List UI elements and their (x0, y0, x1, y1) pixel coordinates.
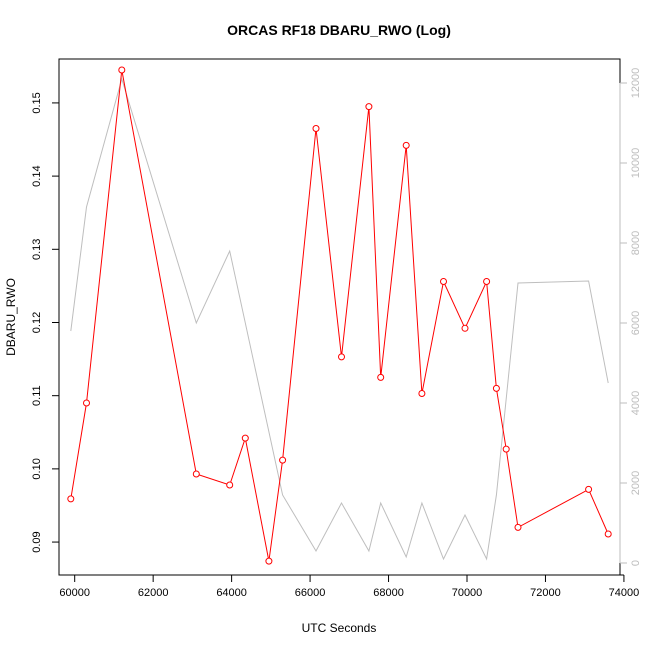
y-axis-left: 0.09 0.10 0.11 0.12 0.13 0.14 0.15 (31, 92, 59, 553)
y-tick-label: 0.14 (31, 165, 43, 186)
data-point (118, 66, 126, 74)
data-point (338, 353, 345, 361)
y2-tick-label: 6000 (630, 311, 642, 335)
y-axis-label: DBARU_RWO (4, 278, 18, 356)
data-point (241, 434, 249, 442)
data-point (377, 373, 385, 381)
data-point (514, 523, 522, 531)
x-tick-label: 68000 (373, 587, 404, 599)
y2-tick-label: 4000 (630, 391, 642, 415)
y-tick-label: 0.09 (31, 531, 43, 552)
y2-tick-label: 2000 (630, 471, 642, 495)
data-point (502, 445, 510, 453)
x-tick-label: 64000 (216, 587, 247, 599)
data-point (585, 485, 593, 493)
y-tick-label: 0.11 (31, 385, 43, 406)
y2-tick-label: 8000 (630, 231, 642, 255)
data-point (418, 390, 426, 397)
y2-tick-label: 10000 (630, 148, 642, 179)
y-tick-label: 0.10 (31, 458, 43, 479)
x-tick-label: 66000 (295, 587, 326, 599)
data-point (492, 384, 500, 392)
y2-tick-label: 12000 (630, 68, 642, 99)
y-tick-label: 0.15 (31, 92, 43, 113)
y-tick-label: 0.12 (31, 312, 43, 333)
data-point (83, 399, 90, 407)
secondary-series-line (70, 77, 609, 561)
data-point (312, 125, 320, 132)
x-tick-label: 62000 (138, 587, 169, 599)
data-point (365, 103, 373, 111)
y-tick-label: 0.13 (31, 239, 43, 260)
y-axis-right: 0 2000 4000 6000 8000 10000 12000 (619, 68, 642, 566)
x-tick-label: 74000 (609, 587, 640, 599)
x-axis-label: UTC Seconds (302, 621, 377, 635)
data-point (440, 278, 447, 285)
data-point (483, 278, 491, 285)
data-point (279, 456, 287, 464)
data-point (461, 324, 469, 332)
data-point (192, 470, 200, 478)
x-tick-label: 70000 (452, 587, 483, 599)
secondary-series-layer (70, 77, 609, 561)
x-tick-label: 60000 (59, 587, 90, 599)
primary-series-line (70, 69, 609, 562)
primary-series-layer (67, 66, 612, 565)
data-point (265, 557, 273, 565)
data-point (226, 481, 234, 489)
chart-title: ORCAS RF18 DBARU_RWO (Log) (227, 22, 451, 38)
x-axis: 60000 62000 64000 66000 68000 70000 72000 74000 (59, 574, 640, 599)
data-point (402, 141, 410, 149)
data-point (604, 530, 612, 538)
y2-tick-label: 0 (630, 560, 642, 566)
x-tick-label: 72000 (530, 587, 561, 599)
data-point (67, 495, 75, 503)
